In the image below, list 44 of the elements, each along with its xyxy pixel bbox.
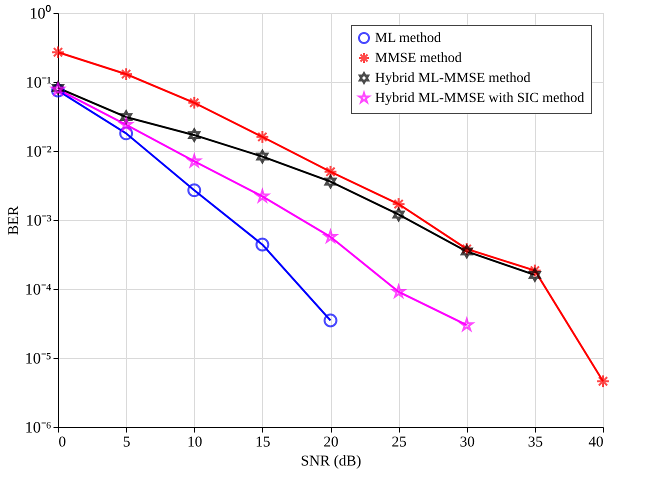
point <box>460 244 473 258</box>
legend-label: Hybrid ML-MMSE with SIC method <box>375 91 584 106</box>
point <box>51 45 65 60</box>
x-tick-label: 0 <box>58 434 66 450</box>
point <box>255 238 270 252</box>
point <box>324 174 337 189</box>
point <box>256 150 269 164</box>
x-tick-label: 30 <box>460 434 475 450</box>
x-tick-label: 25 <box>392 434 407 450</box>
x-tick-label: 5 <box>122 434 130 450</box>
y-tick-label: 10⁻⁵ <box>24 350 52 368</box>
point <box>528 268 542 282</box>
x-tick-label: 15 <box>255 434 270 450</box>
y-tick-label: 10⁻⁶ <box>24 420 52 436</box>
point <box>596 374 610 388</box>
point <box>392 197 406 212</box>
x-tick-label: 40 <box>588 434 604 450</box>
point <box>119 126 134 140</box>
point <box>187 96 202 110</box>
point <box>324 314 338 328</box>
y-tick-label: 10⁻³ <box>26 212 52 230</box>
x-tick-label: 35 <box>528 434 543 450</box>
x-tick-label: 20 <box>324 434 338 450</box>
y-tick-label: 10⁻² <box>26 144 52 160</box>
point <box>120 110 132 124</box>
y-tick-label: 10⁻¹ <box>26 74 52 92</box>
point <box>460 242 474 256</box>
point <box>188 154 201 168</box>
point <box>324 164 338 179</box>
point <box>187 183 202 198</box>
point <box>324 230 338 243</box>
legend-label: ML method <box>375 31 441 46</box>
x-tick-label: 10 <box>187 434 202 450</box>
point <box>528 264 542 278</box>
legend-label: Hybrid ML-MMSE method <box>375 71 531 86</box>
y-tick-label: 10⁰ <box>30 4 52 22</box>
point <box>255 130 270 144</box>
point <box>119 67 134 82</box>
point <box>392 208 405 222</box>
point <box>188 128 200 142</box>
legend-label: MMSE method <box>375 51 462 66</box>
y-axis-title: BER <box>6 206 22 236</box>
y-tick-label: 10⁻⁴ <box>24 282 52 298</box>
x-axis-title: SNR (dB) <box>300 454 362 470</box>
